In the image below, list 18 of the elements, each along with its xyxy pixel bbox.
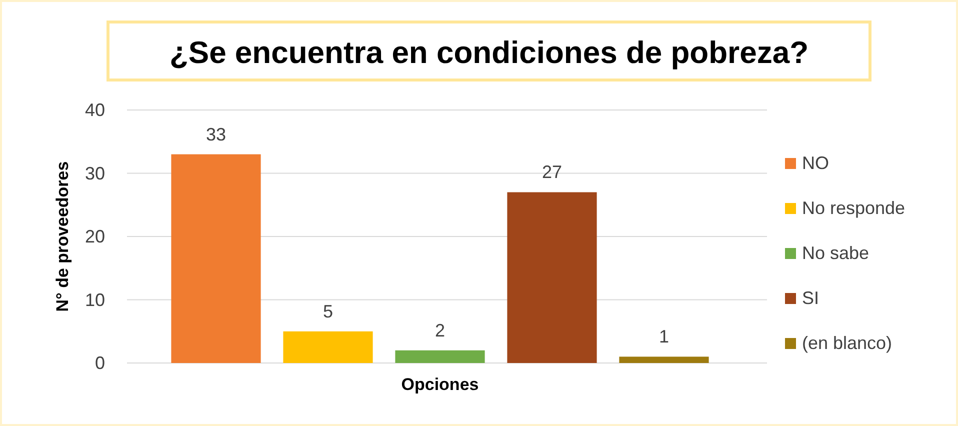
x-axis-title: Opciones: [401, 375, 479, 394]
y-tick-label: 0: [94, 353, 105, 373]
y-tick-label: 30: [84, 163, 105, 184]
y-tick-label: 40: [84, 100, 105, 120]
y-axis-title: N° de proveedores: [53, 161, 72, 312]
chart-title: ¿Se encuentra en condiciones de pobreza?: [169, 35, 809, 70]
legend-label: NO: [802, 153, 829, 173]
data-label: 5: [322, 301, 334, 322]
data-label: 27: [542, 162, 562, 182]
data-label: 2: [434, 320, 446, 340]
legend-label: (en blanco): [802, 333, 892, 353]
legend-label: SI: [802, 288, 820, 308]
legend-label: No responde: [802, 198, 906, 218]
y-tick-label: 20: [84, 226, 105, 246]
y-tick-label: 10: [84, 290, 105, 310]
data-label: 33: [206, 124, 226, 144]
data-label: 1: [658, 326, 670, 347]
legend-label: No sabe: [802, 243, 870, 263]
